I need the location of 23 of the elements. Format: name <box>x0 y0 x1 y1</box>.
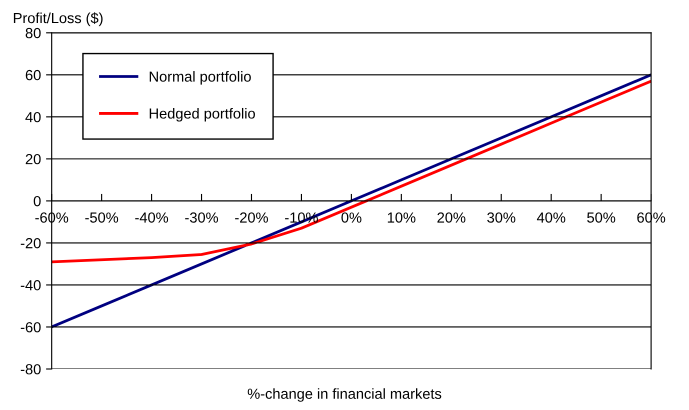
y-tick-label: 0 <box>34 196 41 206</box>
x-tick-label: -20% <box>235 212 268 223</box>
y-tick-label: 80 <box>26 28 41 38</box>
legend-label: Normal portfolio <box>150 71 251 85</box>
legend-label: Hedged portfolio <box>150 108 255 122</box>
x-tick-label: -30% <box>185 212 218 223</box>
x-tick-label: 40% <box>536 212 566 223</box>
y-tick-label: -60 <box>20 322 41 332</box>
y-tick-label: 40 <box>25 112 41 122</box>
x-tick-label: -50% <box>85 212 118 223</box>
x-axis-title: %-change in financial markets <box>248 388 442 402</box>
y-tick-label: -40 <box>20 280 41 290</box>
x-tick-label: 30% <box>487 212 516 223</box>
y-tick-label: 60 <box>26 70 41 80</box>
y-tick-label: -80 <box>20 364 41 374</box>
x-tick-label: 20% <box>437 212 466 223</box>
y-axis-title: Profit/Loss ($) <box>14 12 103 26</box>
x-tick-label: 50% <box>587 212 616 223</box>
y-tick-label: -20 <box>20 238 41 248</box>
x-tick-label: -40% <box>135 212 168 223</box>
x-tick-label: 10% <box>388 212 416 223</box>
x-tick-label: 0% <box>341 212 362 223</box>
y-tick-label: 20 <box>26 154 41 164</box>
